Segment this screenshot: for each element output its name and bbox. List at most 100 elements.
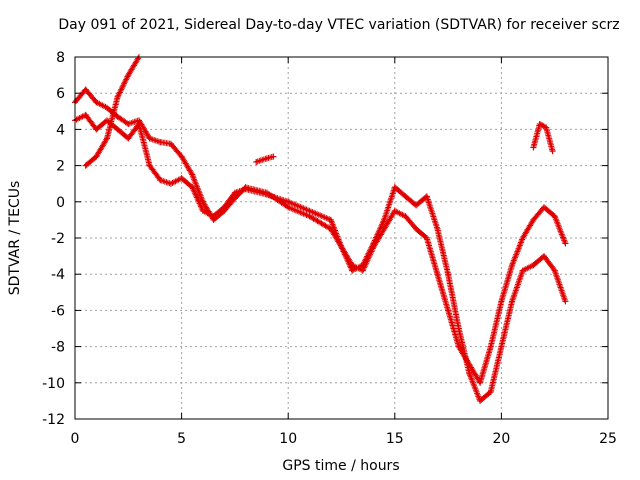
x-tick-label: 10 bbox=[279, 431, 297, 447]
y-tick-label: 4 bbox=[56, 122, 65, 138]
data-point-track-c-3 bbox=[114, 93, 121, 100]
data-markers bbox=[72, 54, 569, 404]
data-point-track-a-18 bbox=[285, 204, 292, 211]
data-point-track-a-20 bbox=[327, 225, 334, 232]
data-point-track-b-8 bbox=[157, 177, 164, 184]
data-point-track-b-2 bbox=[93, 126, 100, 133]
y-tick-label: 6 bbox=[56, 86, 65, 102]
data-point-track-a-33 bbox=[466, 361, 473, 368]
x-tick-label: 20 bbox=[492, 431, 510, 447]
data-point-track-a-37 bbox=[509, 262, 516, 269]
data-point-track-a-3 bbox=[104, 104, 110, 111]
data-point-track-a-29 bbox=[423, 235, 430, 241]
data-point-track-a-42 bbox=[562, 240, 569, 247]
data-point-track-a-22 bbox=[349, 262, 356, 269]
data-point-track-a-25 bbox=[381, 225, 388, 232]
x-tick-label: 5 bbox=[177, 431, 186, 447]
y-tick-label: -4 bbox=[51, 267, 65, 283]
data-point-track-a-38 bbox=[519, 235, 526, 241]
data-point-track-b-4 bbox=[114, 126, 121, 133]
data-point-track-a-11 bbox=[189, 171, 196, 178]
data-point-track-a-12 bbox=[199, 198, 206, 205]
data-point-track-a-36 bbox=[498, 298, 505, 305]
data-point-track-a-7 bbox=[146, 135, 153, 142]
data-point-track-b-19 bbox=[306, 207, 313, 214]
data-point-track-b-20 bbox=[327, 216, 334, 223]
data-point-track-b-32 bbox=[455, 325, 462, 332]
data-point-track-b-27 bbox=[402, 193, 409, 200]
data-point-track-b-1 bbox=[82, 111, 89, 118]
data-point-track-b-22 bbox=[349, 267, 356, 274]
data-point-track-b-29 bbox=[423, 193, 430, 200]
data-point-track-b-23 bbox=[359, 262, 366, 269]
data-point-track-b-40 bbox=[541, 253, 547, 260]
y-tick-label: -10 bbox=[42, 376, 65, 392]
data-point-track-b-11 bbox=[189, 184, 196, 191]
data-point-track-a-8 bbox=[157, 139, 164, 146]
data-point-track-a-1 bbox=[82, 86, 89, 93]
data-point-track-a-34 bbox=[477, 379, 484, 386]
y-tick-label: 0 bbox=[56, 195, 65, 211]
data-point-track-b-15 bbox=[231, 189, 238, 196]
data-point-track-b-39 bbox=[530, 262, 537, 269]
data-point-track-a-26 bbox=[391, 207, 398, 214]
data-point-track-b-9 bbox=[167, 180, 174, 187]
data-point-track-d-0 bbox=[530, 144, 537, 151]
data-point-track-a-5 bbox=[125, 121, 132, 127]
data-point-track-b-34 bbox=[477, 397, 484, 404]
y-tick-label: -8 bbox=[51, 340, 65, 356]
y-axis-label: SDTVAR / TECUs bbox=[7, 181, 23, 296]
data-point-track-a-9 bbox=[167, 140, 174, 147]
y-tick-label: -12 bbox=[42, 412, 65, 428]
data-point-track-b-33 bbox=[466, 370, 473, 377]
data-point-track-a-15 bbox=[231, 195, 238, 202]
data-point-track-b-28 bbox=[413, 202, 420, 209]
data-point-track-b-26 bbox=[391, 184, 398, 191]
data-point-track-b-36 bbox=[498, 343, 505, 350]
data-point-track-a-41 bbox=[551, 213, 558, 220]
data-point-track-b-21 bbox=[338, 244, 345, 251]
data-point-track-b-18 bbox=[285, 198, 292, 205]
data-point-track-a-19 bbox=[306, 213, 313, 220]
data-point-track-b-42 bbox=[562, 298, 569, 305]
data-point-track-c-0 bbox=[82, 162, 89, 169]
data-point-track-b-3 bbox=[104, 117, 110, 124]
data-point-track-b-6 bbox=[136, 121, 142, 127]
x-tick-label: 25 bbox=[599, 431, 617, 447]
data-point-track-a-31 bbox=[445, 307, 452, 314]
data-point-track-d-1 bbox=[536, 121, 543, 127]
data-point-track-a-28 bbox=[413, 225, 420, 232]
data-point-track-a-23 bbox=[359, 267, 366, 274]
data-point-track-c-4 bbox=[125, 72, 132, 79]
data-point-track-b-31 bbox=[445, 271, 452, 278]
data-point-track-b-35 bbox=[487, 388, 494, 395]
data-point-track-d-3 bbox=[549, 148, 556, 155]
data-point-track-b-5 bbox=[125, 135, 132, 142]
grid bbox=[75, 57, 608, 419]
data-point-track-b-38 bbox=[519, 267, 526, 274]
data-point-track-b-30 bbox=[434, 225, 441, 232]
data-point-track-b-14 bbox=[221, 204, 228, 211]
data-point-track-b-24 bbox=[370, 240, 377, 247]
x-axis: 0 5 10 15 20 25 bbox=[71, 57, 617, 447]
data-point-track-b-13 bbox=[210, 213, 217, 220]
y-tick-label: -6 bbox=[51, 303, 65, 319]
data-point-track-a-35 bbox=[487, 343, 494, 350]
y-tick-label: 8 bbox=[56, 50, 65, 66]
data-point-track-c-1 bbox=[93, 153, 100, 160]
data-point-track-a-27 bbox=[402, 213, 409, 220]
x-tick-label: 15 bbox=[386, 431, 404, 447]
data-point-track-b-10 bbox=[178, 175, 185, 182]
data-point-track-a-2 bbox=[93, 99, 100, 106]
marker-cloud bbox=[72, 54, 569, 404]
data-point-track-c-2 bbox=[104, 135, 110, 142]
data-point-track-b-12 bbox=[199, 207, 206, 214]
data-point-track-a-32 bbox=[455, 343, 462, 350]
data-point-track-b-17 bbox=[263, 191, 270, 198]
data-point-track-b-41 bbox=[551, 267, 558, 274]
data-point-track-b-37 bbox=[509, 298, 516, 305]
data-point-track-e-2 bbox=[270, 153, 277, 160]
y-axis: -12 -10 -8 -6 -4 -2 0 2 4 6 8 bbox=[42, 50, 608, 428]
chart-title: Day 091 of 2021, Sidereal Day-to-day VTE… bbox=[58, 17, 619, 33]
